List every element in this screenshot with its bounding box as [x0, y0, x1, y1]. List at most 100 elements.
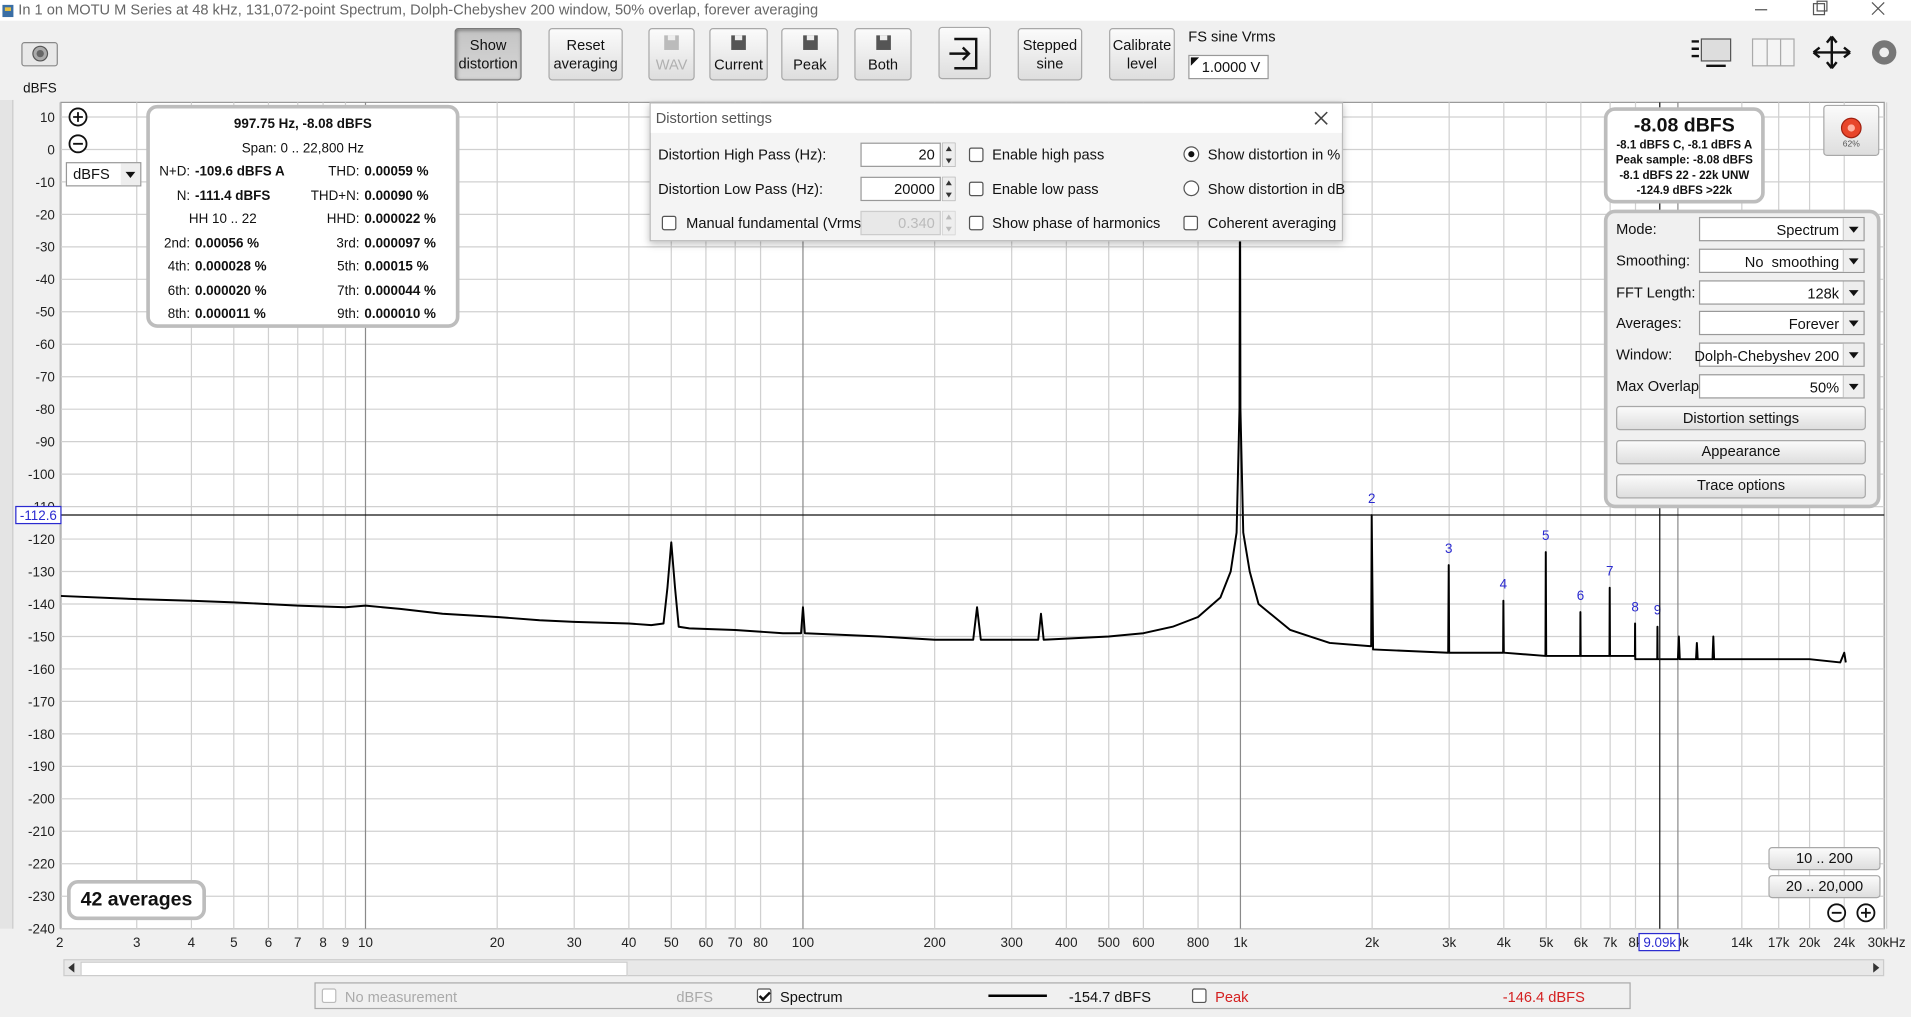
- high-pass-input[interactable]: 20: [860, 142, 941, 167]
- enable-low-pass-checkbox[interactable]: [968, 181, 984, 197]
- settings-button[interactable]: Distortion settings: [1616, 405, 1866, 431]
- spinner[interactable]: [942, 176, 956, 202]
- x-tick-label: 20k: [1799, 935, 1821, 950]
- x-tick-label: 24k: [1833, 935, 1855, 950]
- low-pass-value: 20000: [894, 180, 935, 198]
- harmonic-marker: 2: [1368, 491, 1375, 506]
- setting-select[interactable]: No smoothing: [1698, 248, 1865, 273]
- distortion-stats-panel: 997.75 Hz, -8.08 dBFS Span: 0 .. 22,800 …: [146, 104, 460, 328]
- current-button[interactable]: Current: [709, 28, 768, 81]
- enable-high-pass-checkbox[interactable]: [968, 147, 984, 163]
- scroll-right[interactable]: [1871, 962, 1881, 974]
- dialog-close[interactable]: [1313, 110, 1330, 127]
- zoom-controls[interactable]: [67, 106, 91, 157]
- dropdown-arrow: [120, 163, 141, 186]
- scrollbar-thumb[interactable]: [80, 961, 628, 977]
- spinner[interactable]: [942, 142, 956, 167]
- stat-label: 9th:: [337, 307, 360, 322]
- dropdown-arrow: [1842, 281, 1864, 303]
- x-tick-label: 7k: [1603, 935, 1617, 950]
- manual-fundamental-checkbox[interactable]: [661, 215, 677, 231]
- y-tick-label: -50: [35, 305, 54, 320]
- arrow-icon: [1848, 352, 1859, 359]
- peak-button[interactable]: Peak: [781, 28, 839, 81]
- setting-select[interactable]: Spectrum: [1698, 216, 1865, 242]
- unit-selector-value: dBFS: [73, 165, 110, 183]
- show-distortion-button[interactable]: Show distortion: [454, 28, 522, 81]
- button-label: Distortion settings: [1682, 408, 1800, 426]
- peak-checkbox[interactable]: [1191, 988, 1207, 1004]
- export-button[interactable]: [938, 26, 991, 80]
- window-controls[interactable]: [1743, 0, 1911, 21]
- setting-label: Window:: [1616, 346, 1673, 364]
- y-tick-label: -200: [28, 792, 55, 807]
- scroll-left[interactable]: [67, 962, 77, 974]
- meter-button[interactable]: 62%: [1823, 104, 1880, 156]
- app-icon: [2, 4, 14, 18]
- spectrum-checkbox[interactable]: [756, 988, 772, 1004]
- range-button[interactable]: 10 .. 200: [1768, 847, 1881, 871]
- setting-select[interactable]: Dolph-Chebyshev 200: [1694, 342, 1865, 368]
- both-button[interactable]: Both: [854, 28, 912, 81]
- view-icons[interactable]: [1687, 34, 1904, 71]
- stat-label: THD:: [328, 164, 360, 180]
- stat-label: HHD:: [326, 212, 360, 227]
- legend-peak: Peak: [1215, 988, 1249, 1006]
- coherent-checkbox[interactable]: [1183, 215, 1199, 231]
- dialog-title: Distortion settings: [655, 109, 772, 127]
- range-button[interactable]: 20 .. 20,000: [1768, 875, 1881, 899]
- vertical-scrollbar[interactable]: [0, 99, 14, 929]
- low-pass-input[interactable]: 20000: [860, 176, 941, 202]
- harmonic-marker: 5: [1542, 528, 1549, 543]
- legend-measurement: No measurement: [344, 988, 458, 1006]
- stepped-sine-button[interactable]: Stepped sine: [1017, 28, 1083, 81]
- arrow-icon: [1848, 289, 1859, 296]
- stat-value: 0.00059 %: [364, 164, 429, 180]
- y-tick-label: -30: [35, 240, 54, 255]
- unit-selector[interactable]: dBFS: [65, 162, 142, 187]
- y-tick-label: -190: [28, 759, 55, 774]
- x-tick-label: 14k: [1731, 935, 1753, 950]
- arrow-icon: [1848, 321, 1859, 328]
- measurement-checkbox[interactable]: [321, 988, 337, 1004]
- zoom-controls[interactable]: [1826, 902, 1880, 924]
- reset-averaging-button[interactable]: Reset averaging: [548, 28, 623, 81]
- fs-sine-input[interactable]: 1.0000 V: [1188, 54, 1269, 80]
- setting-value: Dolph-Chebyshev 200: [1694, 347, 1840, 365]
- x-tick-label: 30: [567, 935, 582, 950]
- wav-button[interactable]: WAV: [648, 28, 695, 81]
- stat-label: 4th:: [167, 259, 191, 275]
- button-label: Calibrate level: [1112, 35, 1172, 72]
- settings-button[interactable]: Trace options: [1616, 473, 1866, 498]
- camera-button[interactable]: [21, 39, 60, 68]
- x-tick-label: 800: [1187, 935, 1209, 950]
- show-db-radio[interactable]: [1183, 180, 1200, 197]
- button-label: Reset averaging: [553, 35, 618, 72]
- show-percent-radio[interactable]: [1183, 146, 1200, 163]
- manual-fundamental-label: Manual fundamental (Vrms): [686, 214, 867, 232]
- setting-select[interactable]: Forever: [1698, 311, 1865, 336]
- settings-button[interactable]: Appearance: [1616, 439, 1866, 465]
- y-tick-label: -160: [28, 662, 55, 677]
- setting-label: Smoothing:: [1616, 252, 1691, 270]
- x-tick-label: 1k: [1233, 935, 1247, 950]
- level-meter-panel: -8.08 dBFS -8.1 dBFS C, -8.1 dBFS A Peak …: [1603, 107, 1765, 204]
- stat-label: HH 10 .. 22: [188, 212, 257, 227]
- show-phase-checkbox[interactable]: [968, 215, 984, 231]
- y-tick-label: -220: [28, 857, 55, 872]
- stat-label: 5th:: [337, 259, 360, 275]
- setting-select[interactable]: 50%: [1698, 374, 1865, 399]
- setting-select[interactable]: 128k: [1698, 279, 1865, 305]
- setting-label: FFT Length:: [1616, 283, 1696, 301]
- high-pass-label: Distortion High Pass (Hz):: [658, 146, 827, 164]
- dropdown-arrow: [1842, 343, 1864, 366]
- harmonic-marker: 9: [1654, 603, 1661, 618]
- x-tick-label: 500: [1098, 935, 1120, 950]
- stat-value: 0.000044 %: [364, 283, 436, 298]
- calibrate-level-button[interactable]: Calibrate level: [1109, 28, 1175, 81]
- y-tick-label: -60: [35, 337, 54, 352]
- horizontal-scrollbar[interactable]: [63, 959, 1885, 977]
- setting-label: Averages:: [1616, 314, 1682, 332]
- harmonic-marker: 6: [1577, 588, 1584, 603]
- stat-value: 0.000028 %: [195, 259, 267, 275]
